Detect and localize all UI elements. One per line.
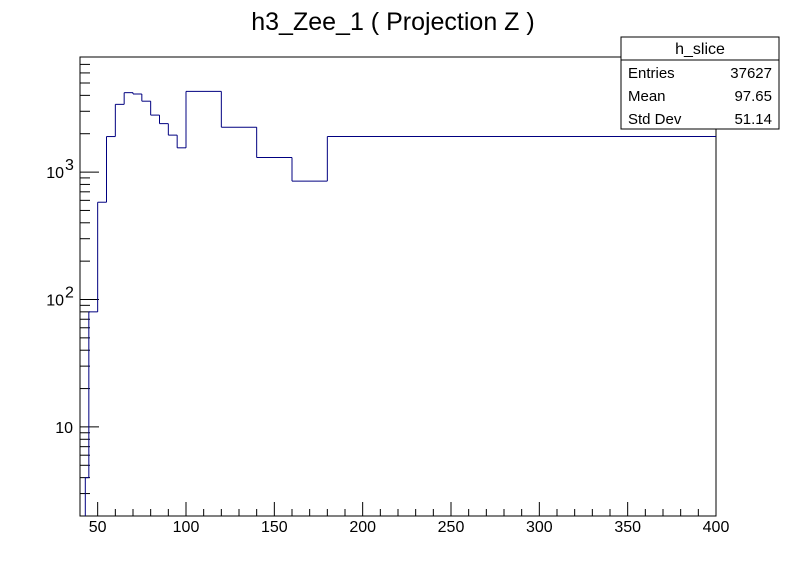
x-tick-label: 200 (349, 519, 376, 536)
x-tick-label: 250 (438, 519, 465, 536)
chart-title: h3_Zee_1 ( Projection Z ) (251, 8, 534, 36)
y-tick-exponent: 2 (65, 285, 74, 302)
y-tick-label: 10 (46, 165, 64, 182)
stats-entries-label: Entries (628, 65, 675, 82)
x-tick-label: 300 (526, 519, 553, 536)
stats-stddev-value: 51.14 (734, 111, 772, 128)
x-tick-label: 350 (614, 519, 641, 536)
stats-mean-label: Mean (628, 88, 666, 105)
stats-box: h_slice Entries 37627 Mean 97.65 Std Dev… (620, 36, 780, 130)
stats-box-title: h_slice (675, 41, 725, 58)
y-tick-label: 10 (55, 420, 73, 437)
histogram-series (84, 90, 716, 516)
x-axis: 50 100 150 200 250 300 350 400 (79, 502, 730, 536)
stats-mean-value: 97.65 (734, 88, 772, 105)
x-tick-label: 150 (261, 519, 288, 536)
y-tick-exponent: 3 (65, 157, 74, 174)
stats-entries-value: 37627 (730, 65, 772, 82)
x-tick-label: 100 (173, 519, 200, 536)
x-tick-label: 50 (89, 519, 107, 536)
y-tick-label: 10 (46, 293, 64, 310)
stats-stddev-label: Std Dev (628, 111, 682, 128)
stats-box-frame (620, 36, 780, 130)
x-tick-label: 400 (703, 519, 730, 536)
